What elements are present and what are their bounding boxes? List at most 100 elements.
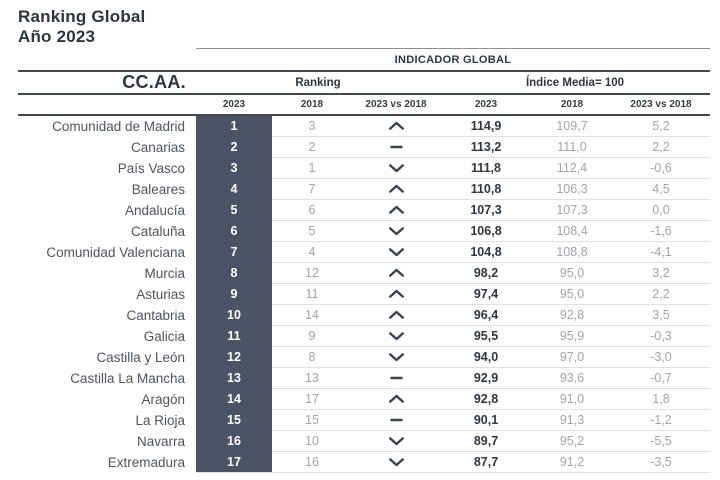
region-name: La Rioja: [135, 413, 185, 428]
index-2023-cell: 98,2: [440, 263, 532, 284]
dash-icon: [389, 417, 403, 423]
table-row: Asturias 9 11 97,4 95,0 2,2: [18, 284, 710, 305]
index-2018-cell: 91,2: [532, 452, 612, 473]
rank-2023-cell: 3: [196, 158, 272, 179]
rank-2023-cell: 8: [196, 263, 272, 284]
rank-2023-cell: 1: [196, 116, 272, 137]
index-2018-cell: 93,6: [532, 368, 612, 389]
trend-cell: [352, 389, 440, 410]
rank-2023-cell: 6: [196, 221, 272, 242]
rank-2018-cell: 17: [272, 389, 352, 410]
index-2018-cell: 91,0: [532, 389, 612, 410]
rank-2023-cell: 14: [196, 389, 272, 410]
index-diff-cell: -1,6: [612, 221, 710, 242]
index-2018-cell: 112,4: [532, 158, 612, 179]
index-2023-cell: 89,7: [440, 431, 532, 452]
trend-cell: [352, 368, 440, 389]
rank-2018-cell: 13: [272, 368, 352, 389]
index-2023-cell: 92,9: [440, 368, 532, 389]
table-year-header-row: 2023 2018 2023 vs 2018 2023 2018 2023 vs…: [18, 95, 710, 116]
table-row: La Rioja 15 15 90,1 91,3 -1,2: [18, 410, 710, 431]
region-name: Castilla y León: [96, 350, 185, 365]
trend-cell: [352, 116, 440, 137]
table-row: País Vasco 3 1 111,8 112,4 -0,6: [18, 158, 710, 179]
index-2018-cell: 108,8: [532, 242, 612, 263]
index-diff-cell: 2,2: [612, 284, 710, 305]
rank-2018-cell: 2: [272, 137, 352, 158]
index-2018-cell: 95,9: [532, 326, 612, 347]
index-diff-cell: -0,6: [612, 158, 710, 179]
title-line-1: Ranking Global: [18, 7, 146, 26]
region-name: Murcia: [144, 266, 185, 281]
index-2018-cell: 92,8: [532, 305, 612, 326]
table-row: Castilla La Mancha 13 13 92,9 93,6 -0,7: [18, 368, 710, 389]
ranking-2018-header: 2018: [272, 95, 352, 116]
rank-2018-cell: 15: [272, 410, 352, 431]
chevron-up-icon: [388, 184, 405, 194]
chevron-up-icon: [388, 205, 405, 215]
index-2018-cell: 97,0: [532, 347, 612, 368]
index-diff-cell: -3,5: [612, 452, 710, 473]
trend-cell: [352, 347, 440, 368]
rank-2023-cell: 11: [196, 326, 272, 347]
index-2023-cell: 97,4: [440, 284, 532, 305]
index-2023-cell: 114,9: [440, 116, 532, 137]
table-row: Canarias 2 2 113,2 111,0 2,2: [18, 137, 710, 158]
region-name: Canarias: [130, 140, 185, 155]
region-name: País Vasco: [117, 161, 185, 176]
chevron-up-icon: [388, 394, 405, 404]
title-line-2: Año 2023: [18, 27, 96, 46]
index-2023-cell: 94,0: [440, 347, 532, 368]
index-2023-cell: 113,2: [440, 137, 532, 158]
year-header-spacer: [18, 95, 196, 116]
rank-2023-cell: 7: [196, 242, 272, 263]
rank-2023-cell: 10: [196, 305, 272, 326]
table-row: Cataluña 6 5 106,8 108,4 -1,6: [18, 221, 710, 242]
region-name: Comunidad Valenciana: [46, 245, 185, 260]
ranking-table: INDICADOR GLOBAL CC.AA. Ranking Índice M…: [18, 48, 710, 473]
rank-2018-cell: 8: [272, 347, 352, 368]
trend-cell: [352, 158, 440, 179]
rank-2023-cell: 5: [196, 200, 272, 221]
rank-2018-cell: 1: [272, 158, 352, 179]
region-name: Andalucía: [124, 203, 185, 218]
chevron-down-icon: [388, 457, 405, 467]
index-2018-cell: 91,3: [532, 410, 612, 431]
region-name: Comunidad de Madrid: [52, 119, 185, 134]
trend-cell: [352, 284, 440, 305]
trend-cell: [352, 263, 440, 284]
chevron-up-icon: [388, 289, 405, 299]
page-title: Ranking Global Año 2023: [18, 7, 145, 47]
table-row: Extremadura 17 16 87,7 91,2 -3,5: [18, 452, 710, 473]
index-2023-cell: 96,4: [440, 305, 532, 326]
index-2018-cell: 95,0: [532, 284, 612, 305]
index-2018-header: 2018: [532, 95, 612, 116]
rank-2018-cell: 6: [272, 200, 352, 221]
table-row: Comunidad Valenciana 7 4 104,8 108,8 -4,…: [18, 242, 710, 263]
table-body: Comunidad de Madrid 1 3 114,9 109,7 5,2 …: [18, 116, 710, 473]
index-diff-cell: 3,5: [612, 305, 710, 326]
trend-cell: [352, 179, 440, 200]
indice-media-group-header: Índice Media= 100: [440, 72, 710, 95]
rank-2023-cell: 13: [196, 368, 272, 389]
index-2023-cell: 106,8: [440, 221, 532, 242]
index-diff-cell: 0,0: [612, 200, 710, 221]
region-name: Castilla La Mancha: [70, 371, 185, 386]
table-row: Baleares 4 7 110,8 106,3 4,5: [18, 179, 710, 200]
trend-cell: [352, 242, 440, 263]
chevron-down-icon: [388, 436, 405, 446]
table-row: Galicia 11 9 95,5 95,9 -0,3: [18, 326, 710, 347]
chevron-down-icon: [388, 226, 405, 236]
index-vs-header: 2023 vs 2018: [612, 95, 710, 116]
rank-2023-cell: 15: [196, 410, 272, 431]
index-2018-cell: 95,0: [532, 263, 612, 284]
table-row: Andalucía 5 6 107,3 107,3 0,0: [18, 200, 710, 221]
rank-2023-cell: 17: [196, 452, 272, 473]
index-2023-cell: 90,1: [440, 410, 532, 431]
group-header-spacer: [18, 48, 196, 72]
chevron-down-icon: [388, 247, 405, 257]
region-name: Cantabria: [126, 308, 185, 323]
dash-icon: [389, 144, 403, 150]
index-diff-cell: 3,2: [612, 263, 710, 284]
rank-2023-cell: 2: [196, 137, 272, 158]
